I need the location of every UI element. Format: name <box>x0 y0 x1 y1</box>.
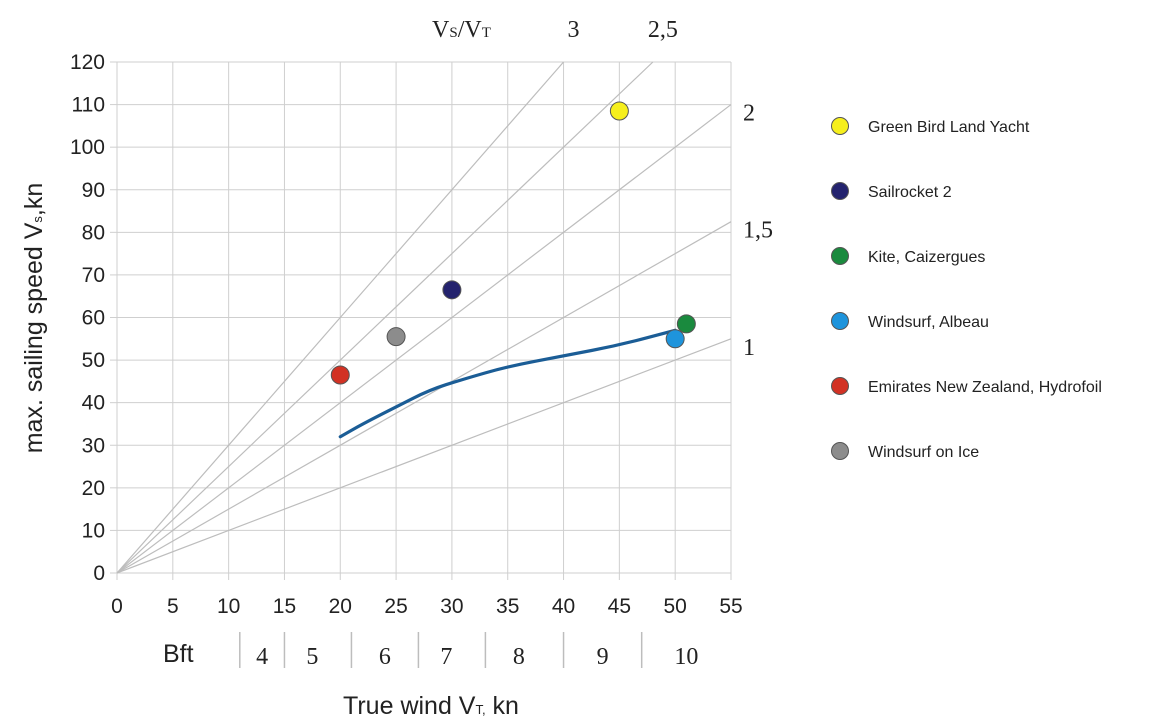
legend-entry: Windsurf on Ice <box>868 444 979 461</box>
x-axis-title-main: True wind V <box>343 692 476 720</box>
legend-entry: Emirates New Zealand, Hydrofoil <box>868 379 1102 396</box>
ratio-label: 3 <box>568 17 580 43</box>
y-tick-label: 50 <box>82 349 105 372</box>
y-tick-label: 0 <box>93 562 105 585</box>
data-point <box>386 327 406 347</box>
x-tick-label: 50 <box>664 595 687 618</box>
x-tick-label: 15 <box>273 595 296 618</box>
ratio-lines <box>116 61 732 574</box>
ratio-label: 2,5 <box>648 17 678 43</box>
y-axis-title-unit: ,kn <box>20 183 48 216</box>
y-tick-label: 60 <box>82 307 105 330</box>
ratio-title-s1: S <box>449 25 457 41</box>
legend: Green Bird Land Yacht Sailrocket 2 Kite, C… <box>831 117 1102 461</box>
y-tick-label: 120 <box>70 51 105 74</box>
x-tick-label: 30 <box>440 595 463 618</box>
ratio-title-v1: V <box>432 17 450 43</box>
y-tick-label: 20 <box>82 477 105 500</box>
legend-entry: Kite, Caizergues <box>868 249 985 266</box>
y-tick-label: 90 <box>82 179 105 202</box>
x-tick-label: 35 <box>496 595 519 618</box>
legend-marker <box>831 377 849 395</box>
horizontal-gridlines <box>110 61 731 574</box>
y-tick-labels: 0 10 20 30 40 50 60 70 80 90 100 110 120 <box>70 51 105 585</box>
data-point <box>330 365 350 385</box>
bft-scale: Bft 4 5 6 7 8 9 10 <box>163 632 698 670</box>
ratio-line <box>116 61 654 574</box>
bft-number: 6 <box>379 644 391 670</box>
ratio-line <box>116 104 732 574</box>
x-axis-title: True wind VT, kn <box>343 692 519 720</box>
x-axis-title-sub: T, <box>475 702 485 717</box>
ratio-labels: 3 2,5 2 1,5 1 <box>568 17 773 361</box>
bft-number: 4 <box>256 644 268 670</box>
ratio-line <box>116 61 564 574</box>
legend-entry: Windsurf, Albeau <box>868 314 989 331</box>
data-point <box>442 280 462 300</box>
x-tick-label: 5 <box>167 595 179 618</box>
bft-number: 7 <box>440 644 452 670</box>
y-axis-title-sub: s <box>30 216 45 223</box>
ratio-title-s2: T <box>482 25 491 41</box>
data-point <box>676 314 696 334</box>
y-tick-label: 110 <box>72 94 105 117</box>
x-tick-label: 20 <box>329 595 352 618</box>
bft-number: 10 <box>674 644 698 670</box>
y-tick-label: 100 <box>70 136 105 159</box>
bft-number: 8 <box>513 644 525 670</box>
speed-curve <box>338 328 677 439</box>
data-point <box>609 101 629 121</box>
y-tick-label: 10 <box>82 519 105 542</box>
x-tick-label: 25 <box>384 595 407 618</box>
bft-label: Bft <box>163 640 194 668</box>
ratio-title: VS/VT <box>432 17 491 43</box>
y-axis-title-main: max. sailing speed V <box>20 222 48 453</box>
legend-entry: Green Bird Land Yacht <box>868 119 1030 136</box>
legend-marker <box>831 182 849 200</box>
speed-curve-line <box>338 328 677 439</box>
ratio-label: 1,5 <box>743 218 773 244</box>
legend-marker <box>831 442 849 460</box>
data-point <box>665 329 685 349</box>
x-tick-label: 45 <box>608 595 631 618</box>
bft-number: 9 <box>597 644 609 670</box>
x-tick-label: 40 <box>552 595 575 618</box>
legend-marker <box>831 247 849 265</box>
ratio-line <box>116 221 732 574</box>
ratio-label: 2 <box>743 101 755 127</box>
ratio-label: 1 <box>743 335 755 361</box>
ratio-line <box>116 338 732 574</box>
legend-marker <box>831 117 849 135</box>
ratio-title-slash: /V <box>458 17 483 43</box>
legend-marker <box>831 312 849 330</box>
x-tick-label: 10 <box>217 595 240 618</box>
y-tick-label: 40 <box>82 392 105 415</box>
data-points <box>330 101 696 385</box>
bft-number: 5 <box>306 644 318 670</box>
y-tick-label: 80 <box>82 221 105 244</box>
y-tick-label: 30 <box>82 434 105 457</box>
x-tick-labels: 0 5 10 15 20 25 30 35 40 45 50 55 <box>111 595 743 618</box>
x-axis-title-unit: kn <box>486 692 519 720</box>
y-axis-title: max. sailing speed Vs,kn <box>20 183 48 454</box>
x-tick-label: 0 <box>111 595 123 618</box>
legend-entry: Sailrocket 2 <box>868 184 952 201</box>
y-tick-label: 70 <box>82 264 105 287</box>
x-tick-label: 55 <box>719 595 742 618</box>
